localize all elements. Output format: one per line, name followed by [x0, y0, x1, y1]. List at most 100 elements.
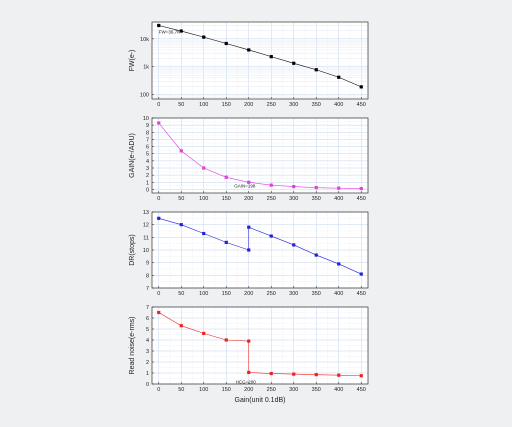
annotation-label: HCG=200: [236, 380, 257, 385]
data-point: [247, 248, 251, 252]
data-point: [337, 75, 341, 79]
x-tick-label: 150: [222, 291, 231, 297]
plot-frame: [151, 21, 369, 100]
data-point: [292, 372, 296, 376]
x-tick-label: 450: [357, 291, 366, 297]
data-point: [314, 68, 318, 72]
x-tick-label: 0: [157, 291, 160, 297]
x-tick-label: 150: [222, 387, 231, 393]
data-point: [157, 310, 161, 315]
data-point: [224, 240, 228, 244]
y-tick-label: 4: [146, 159, 149, 165]
data-point: [359, 85, 363, 89]
y-tick-label: 3: [146, 349, 149, 355]
x-tick-label: 400: [334, 102, 343, 108]
x-tick-label: 400: [334, 291, 343, 297]
data-point: [359, 374, 363, 378]
y-tick-label: 9: [146, 123, 149, 129]
x-tick-label: 250: [267, 102, 276, 108]
x-axis-label: Gain(unit 0.1dB): [235, 397, 286, 404]
chart-panel-4: 0 50 100 150 200 250 300 350 400 450 0 1 2 3 4 5 6 7 Read …: [129, 305, 369, 404]
data-point: [247, 370, 251, 375]
data-point: [202, 166, 206, 170]
y-tick-label: 10: [143, 248, 149, 254]
x-tick-label: 300: [289, 291, 298, 297]
y-tick-label: 10k: [140, 37, 149, 43]
y-tick-label: 1k: [143, 65, 149, 71]
data-point: [314, 253, 318, 257]
data-point: [337, 262, 341, 266]
x-tick-label: 250: [267, 387, 276, 393]
data-point: [202, 231, 206, 236]
y-tick-label: 9: [146, 261, 149, 267]
series-line: [158, 122, 362, 189]
x-tick-label: 250: [267, 196, 276, 202]
x-tick-label: 400: [334, 387, 343, 393]
x-tick-label: 0: [157, 387, 160, 393]
y-axis-label: FW(e-): [129, 50, 136, 72]
data-point: [292, 61, 296, 65]
data-point: [157, 121, 161, 125]
x-tick-label: 0: [157, 196, 160, 202]
y-tick-label: 4: [146, 338, 149, 344]
y-axis-label: DR(stops): [129, 234, 136, 266]
x-tick-label: 150: [222, 102, 231, 108]
chart-panel-1: 0 50 100 150 200 250 300 350 400 450 100 1k 10k FW(e-…: [129, 21, 369, 108]
plot-area: [152, 22, 368, 99]
y-tick-label: 7: [146, 286, 149, 292]
y-tick-label: 12: [143, 223, 149, 229]
y-tick-label: 7: [146, 305, 149, 311]
data-point: [337, 186, 341, 190]
data-point: [247, 48, 251, 52]
data-point: [314, 373, 318, 377]
y-tick-label: 2: [146, 360, 149, 366]
annotation-label: FW=36.7K: [159, 29, 180, 34]
data-point: [337, 373, 341, 377]
data-point: [202, 35, 206, 39]
x-tick-label: 350: [312, 196, 321, 202]
y-tick-label: 13: [143, 210, 149, 216]
y-axis-label: Read noise(e-rms): [129, 317, 136, 375]
data-point: [247, 339, 251, 343]
y-tick-label: 2: [146, 173, 149, 179]
x-tick-label: 350: [312, 102, 321, 108]
y-tick-label: 0: [146, 187, 149, 193]
y-tick-label: 6: [146, 145, 149, 151]
y-tick-label: 7: [146, 137, 149, 143]
data-point: [179, 149, 183, 153]
data-point: [247, 225, 251, 229]
data-point: [247, 180, 251, 184]
x-tick-label: 0: [157, 102, 160, 108]
data-point: [359, 272, 363, 276]
y-tick-label: 0: [146, 382, 149, 388]
y-tick-label: 100: [140, 93, 149, 99]
y-axis-label: GAIN(e-/ADU): [129, 133, 136, 178]
annotation-label: GAIN=198: [234, 183, 256, 188]
series-line: [158, 25, 362, 88]
y-tick-label: 8: [146, 130, 149, 136]
x-tick-label: 200: [244, 102, 253, 108]
x-tick-label: 400: [334, 196, 343, 202]
y-tick-label: 3: [146, 166, 149, 172]
data-point: [179, 324, 183, 328]
y-tick-label: 1: [146, 371, 149, 377]
x-tick-label: 100: [199, 387, 208, 393]
data-point: [292, 243, 296, 247]
x-tick-label: 200: [244, 196, 253, 202]
x-tick-label: 450: [357, 387, 366, 393]
data-point: [269, 234, 273, 238]
y-tick-label: 1: [146, 180, 149, 186]
data-point: [359, 186, 363, 191]
y-tick-label: 6: [146, 316, 149, 322]
data-point: [179, 29, 183, 33]
x-tick-label: 450: [357, 102, 366, 108]
x-tick-label: 200: [244, 291, 253, 297]
data-point: [157, 216, 161, 220]
x-tick-label: 300: [289, 196, 298, 202]
x-tick-label: 200: [244, 387, 253, 393]
data-point: [202, 331, 206, 335]
x-tick-label: 350: [312, 387, 321, 393]
x-tick-label: 300: [289, 387, 298, 393]
y-tick-label: 5: [146, 152, 149, 158]
